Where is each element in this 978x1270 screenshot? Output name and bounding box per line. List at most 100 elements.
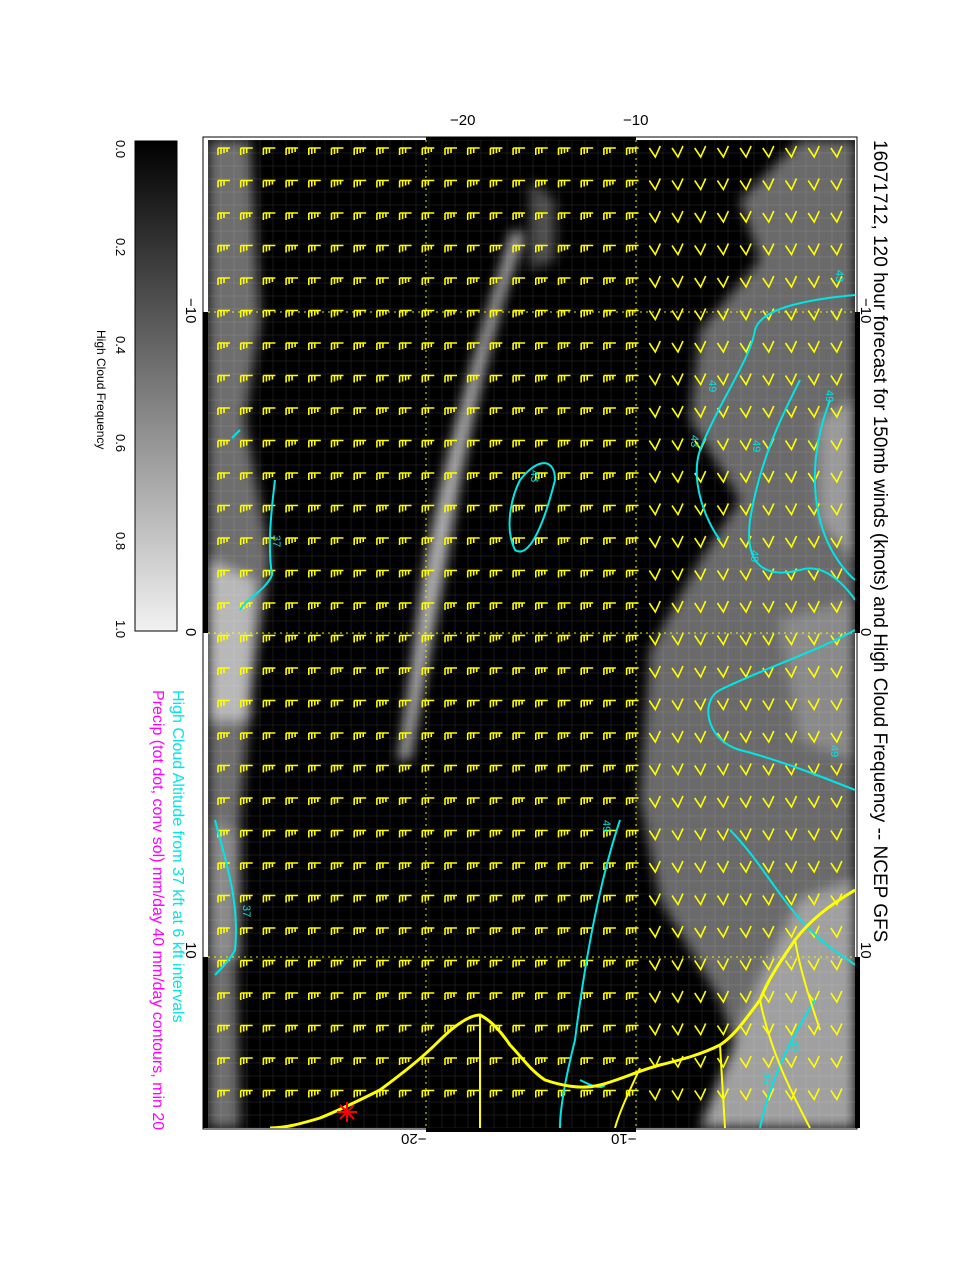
wind-barb	[512, 732, 526, 740]
wind-barb	[512, 829, 526, 838]
wind-barb	[716, 568, 730, 582]
wind-barb	[421, 732, 435, 740]
wind-barb	[762, 1055, 775, 1069]
wind-barb	[466, 959, 480, 968]
wind-barb	[625, 732, 639, 740]
wind-barb	[830, 600, 843, 614]
wind-barb	[784, 1055, 798, 1069]
wind-barb	[557, 1057, 571, 1065]
wind-barb	[603, 147, 616, 155]
wind-barb	[557, 374, 571, 383]
wind-barb	[580, 699, 594, 708]
wind-barb	[784, 470, 798, 484]
wind-barb	[830, 860, 843, 874]
wind-barb	[421, 537, 435, 545]
wind-barb	[466, 829, 480, 838]
wind-barb	[830, 503, 843, 517]
wind-barb	[330, 699, 344, 708]
wind-barb	[376, 732, 389, 740]
wind-barb	[398, 569, 412, 578]
wind-barb	[398, 244, 412, 253]
wind-barb	[603, 1057, 616, 1065]
wind-barb	[285, 147, 299, 155]
wind-barb	[739, 990, 752, 1004]
coastline	[269, 888, 855, 1128]
wind-barb	[580, 212, 594, 220]
wind-barb	[217, 959, 230, 968]
wind-barb	[285, 472, 299, 480]
wind-barb	[330, 927, 344, 935]
wind-barb	[603, 439, 616, 448]
wind-barb	[262, 992, 276, 1000]
wind-barb	[807, 730, 820, 744]
wind-barb	[262, 862, 276, 870]
wind-barb	[671, 178, 684, 192]
wind-barb	[444, 212, 457, 220]
colorbar-gradient	[134, 140, 178, 632]
wind-barb	[489, 797, 503, 805]
wind-barb	[398, 374, 412, 383]
wind-barb	[376, 862, 389, 870]
wind-barb	[603, 764, 616, 773]
wind-barb	[557, 602, 571, 610]
wind-barb	[784, 145, 798, 159]
wind-barb	[489, 894, 503, 903]
wind-barb	[239, 764, 253, 773]
wind-barb	[648, 730, 662, 744]
wind-barb	[830, 958, 843, 972]
wind-barb	[330, 277, 344, 285]
wind-barb	[330, 1057, 344, 1065]
wind-barb	[262, 764, 276, 773]
contour-label: 37	[270, 535, 282, 548]
wind-barb	[784, 730, 798, 744]
wind-barb	[262, 829, 276, 838]
wind-barb	[535, 472, 548, 480]
wind-barb	[489, 764, 503, 773]
wind-barb	[444, 1057, 457, 1065]
wind-barb	[466, 732, 480, 740]
contour-line	[239, 479, 276, 611]
wind-barb	[716, 405, 730, 419]
wind-barb	[330, 894, 344, 903]
wind-barb	[648, 1088, 662, 1102]
wind-barb	[716, 795, 730, 809]
wind-barb	[603, 1089, 616, 1098]
wind-barb	[444, 732, 457, 740]
wind-barb	[603, 309, 616, 318]
wind-barb	[625, 569, 639, 578]
wind-barb	[308, 342, 321, 350]
wind-barb	[580, 569, 594, 578]
wind-barb	[262, 407, 276, 415]
wind-barb	[739, 828, 752, 842]
wind-barb	[739, 405, 752, 419]
wind-barb	[444, 374, 457, 383]
wind-barb	[671, 763, 684, 777]
wind-barb	[625, 699, 639, 708]
wind-barb	[807, 340, 820, 354]
wind-barb	[239, 407, 253, 415]
wind-barb	[421, 504, 435, 513]
wind-barb	[512, 374, 526, 383]
wind-barb	[466, 634, 480, 643]
wind-barb	[444, 862, 457, 870]
wind-barb	[398, 829, 412, 838]
wind-barb	[466, 1024, 480, 1033]
wind-barb	[625, 829, 639, 838]
high-cloud-shading	[208, 140, 855, 1128]
wind-barb	[648, 470, 662, 484]
wind-barb	[376, 244, 389, 253]
wind-barb	[648, 665, 662, 679]
wind-barb	[466, 179, 480, 188]
wind-barb	[716, 275, 730, 289]
wind-barb	[398, 699, 412, 708]
wind-barb	[421, 309, 435, 318]
wind-barb	[557, 407, 571, 415]
wind-barb	[217, 1089, 230, 1098]
wind-barb	[217, 147, 230, 155]
wind-barb	[308, 602, 321, 610]
wind-barb	[353, 309, 367, 318]
wind-barb	[330, 959, 344, 968]
wind-barb	[535, 212, 548, 220]
wind-barb	[466, 927, 480, 935]
wind-barb	[830, 405, 843, 419]
